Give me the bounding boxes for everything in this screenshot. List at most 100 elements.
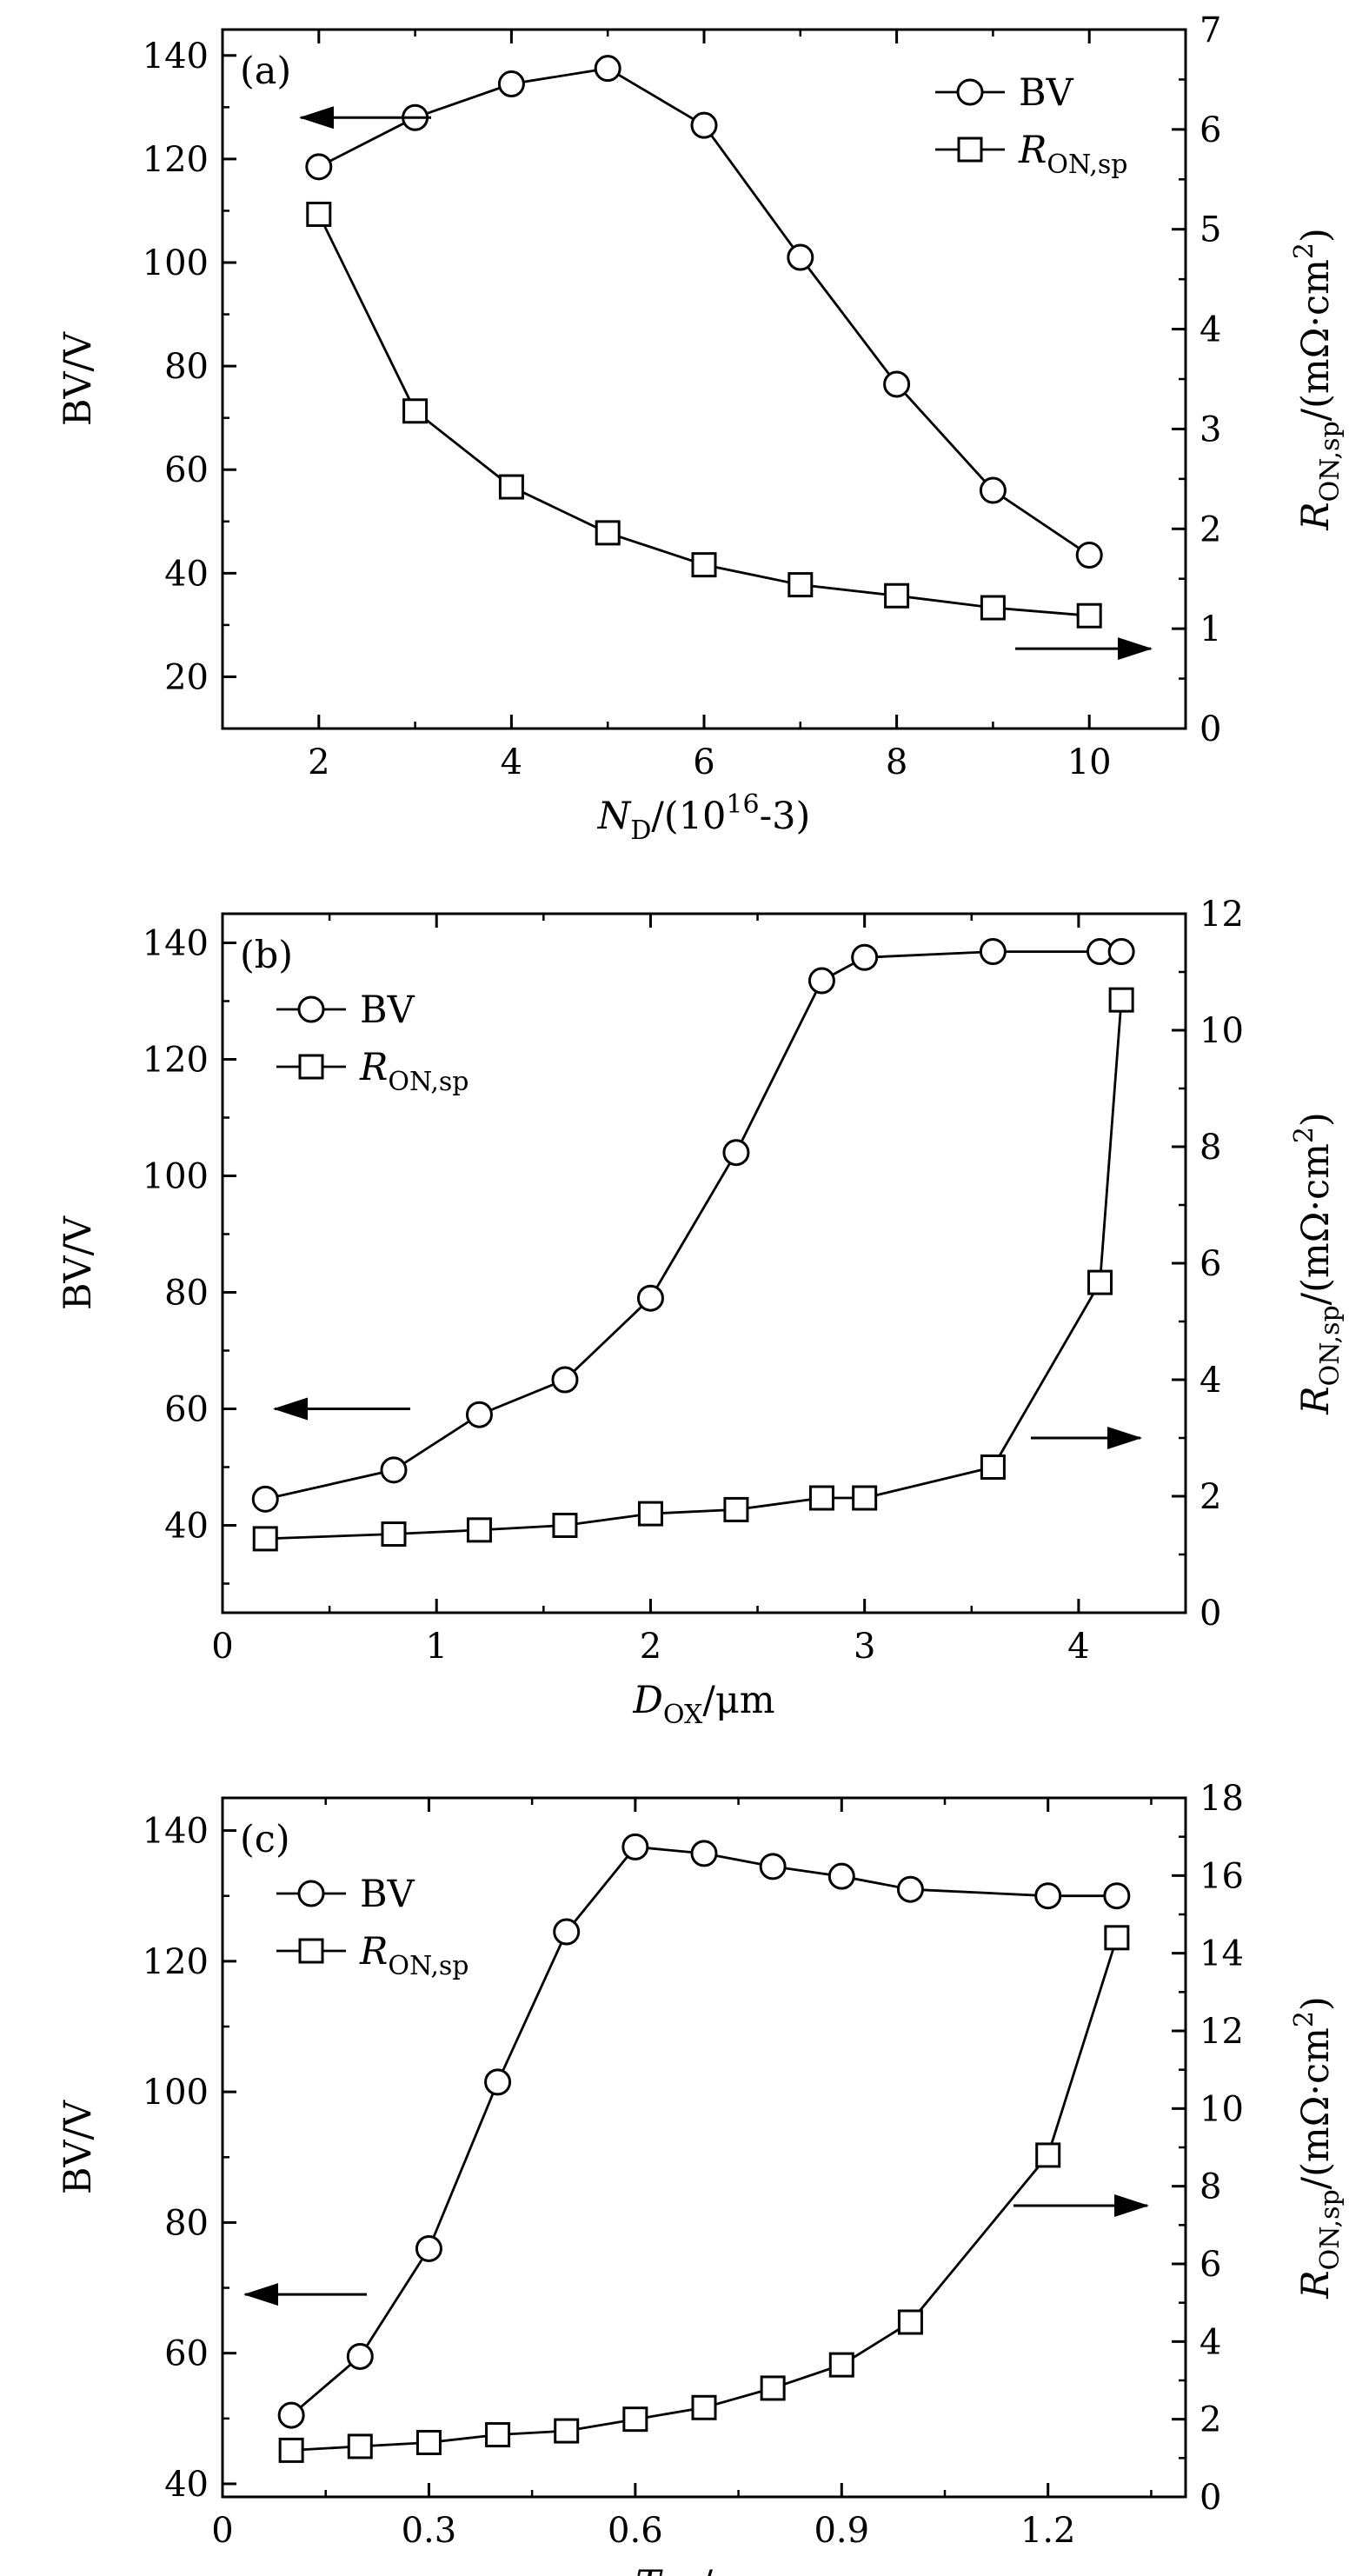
bv-point — [690, 111, 718, 139]
ron-point — [595, 520, 621, 546]
bv-point — [621, 1833, 649, 1860]
ron-point — [1087, 1269, 1113, 1295]
ron-point — [498, 474, 524, 500]
ron-point — [1108, 987, 1134, 1013]
y-right-tick-label: 2 — [1200, 509, 1221, 549]
y-left-tick-label: 60 — [164, 2334, 209, 2374]
ron-point — [980, 1454, 1006, 1480]
y-left-tick-label: 100 — [143, 1157, 209, 1197]
x-tick-label: 10 — [1067, 742, 1112, 782]
y-left-tick-label: 80 — [164, 2203, 209, 2243]
y-left-tick-label: 140 — [143, 1812, 209, 1852]
ron-point — [278, 2437, 304, 2463]
legend-square-icon — [298, 1938, 324, 1964]
legend-circle-icon — [956, 78, 984, 106]
x-axis-label: TOX/μm — [635, 2563, 772, 2576]
x-tick-label: 2 — [640, 1627, 661, 1667]
bv-point — [380, 1456, 408, 1484]
x-tick-label: 8 — [886, 742, 907, 782]
y-left-tick-label: 120 — [143, 140, 209, 180]
x-tick-label: 4 — [1067, 1627, 1089, 1667]
ron-point — [402, 398, 429, 424]
ron-point — [622, 2406, 648, 2433]
y-left-tick-label: 140 — [143, 37, 209, 77]
y-right-tick-label: 0 — [1200, 709, 1221, 749]
ron-point — [980, 595, 1006, 621]
y-right-tick-label: 10 — [1200, 2089, 1244, 2129]
legend-label: BV — [1019, 71, 1074, 115]
y-left-tick-label: 80 — [164, 347, 209, 387]
ron-point — [466, 1517, 492, 1543]
y-right-tick-label: 0 — [1200, 1594, 1221, 1634]
panel-tag: (b) — [240, 934, 293, 977]
bv-point — [594, 55, 621, 83]
y-right-tick-label: 6 — [1200, 2245, 1221, 2285]
y-left-tick-label: 100 — [143, 2073, 209, 2113]
bv-point — [553, 1918, 581, 1946]
y-left-tick-label: 60 — [164, 1390, 209, 1430]
bv-point — [551, 1366, 579, 1394]
panel-tag: (c) — [240, 1818, 290, 1861]
x-tick-label: 0.9 — [814, 2511, 869, 2551]
bv-point — [636, 1284, 664, 1312]
bv-point — [465, 1401, 493, 1428]
y-left-tick-label: 120 — [143, 1942, 209, 1982]
y-right-tick-label: 14 — [1200, 1934, 1244, 1974]
bv-point — [251, 1485, 279, 1513]
x-tick-label: 1 — [425, 1627, 447, 1667]
ron-point — [788, 572, 814, 598]
ron-point — [897, 2309, 923, 2335]
ron-point — [1104, 1925, 1130, 1951]
bv-point — [277, 2401, 305, 2429]
y-right-tick-label: 16 — [1200, 1856, 1244, 1896]
bv-point — [1103, 1882, 1131, 1910]
bv-point — [497, 70, 525, 98]
bv-point — [1075, 541, 1103, 569]
bv-point — [759, 1853, 787, 1880]
y-right-tick-label: 12 — [1200, 2012, 1244, 2052]
y-right-tick-label: 6 — [1200, 1244, 1221, 1284]
ron-point — [637, 1501, 663, 1527]
legend-circle-icon — [297, 995, 325, 1023]
x-tick-label: 0 — [211, 2511, 233, 2551]
y-left-axis-label: BV/V — [56, 1215, 100, 1310]
ron-point — [415, 2429, 442, 2455]
bv-point — [883, 370, 911, 398]
y-right-tick-label: 8 — [1200, 1128, 1221, 1168]
x-axis-label: ND/(1016-3) — [597, 789, 811, 846]
y-right-axis-label: RON,sp/(mΩ·cm2) — [1289, 1112, 1346, 1415]
legend-label: BV — [360, 988, 415, 1032]
y-right-tick-label: 4 — [1200, 310, 1221, 350]
y-right-tick-label: 12 — [1200, 895, 1244, 935]
ron-point — [1076, 602, 1102, 629]
ron-point — [554, 2418, 580, 2444]
legend-circle-icon — [297, 1880, 325, 1907]
bv-point — [1034, 1882, 1062, 1910]
y-right-axis-label: RON,sp/(mΩ·cm2) — [1289, 1996, 1346, 2300]
ron-point — [852, 1485, 878, 1511]
ron-point — [808, 1485, 834, 1511]
ron-point — [828, 2352, 854, 2378]
y-left-tick-label: 40 — [164, 1507, 209, 1547]
y-right-tick-label: 1 — [1200, 609, 1221, 649]
y-left-tick-label: 100 — [143, 243, 209, 283]
legend-label: RON,sp — [359, 1046, 469, 1097]
bv-point — [807, 967, 835, 995]
x-tick-label: 0 — [211, 1627, 233, 1667]
x-tick-label: 2 — [308, 742, 329, 782]
ron-point — [723, 1496, 749, 1522]
ron-point — [485, 2422, 511, 2448]
y-right-axis-label: RON,sp/(mΩ·cm2) — [1289, 228, 1346, 531]
ron-point — [884, 582, 910, 609]
series-line-ron — [291, 1937, 1119, 2452]
y-right-tick-label: 18 — [1200, 1779, 1244, 1819]
y-left-tick-label: 40 — [164, 554, 209, 594]
legend-label: BV — [360, 1873, 415, 1916]
panel-c: 0 0.3 0.6 0.9 1.2 40 60 80 100 120 140 0 2 4 6 8 10 12 14 1… — [56, 1779, 1346, 2576]
x-tick-label: 6 — [693, 742, 714, 782]
bv-point — [979, 476, 1007, 504]
y-left-tick-label: 120 — [143, 1041, 209, 1081]
y-left-tick-label: 20 — [164, 657, 209, 697]
series-line-bv — [290, 1845, 1117, 2417]
bv-point — [690, 1840, 718, 1867]
